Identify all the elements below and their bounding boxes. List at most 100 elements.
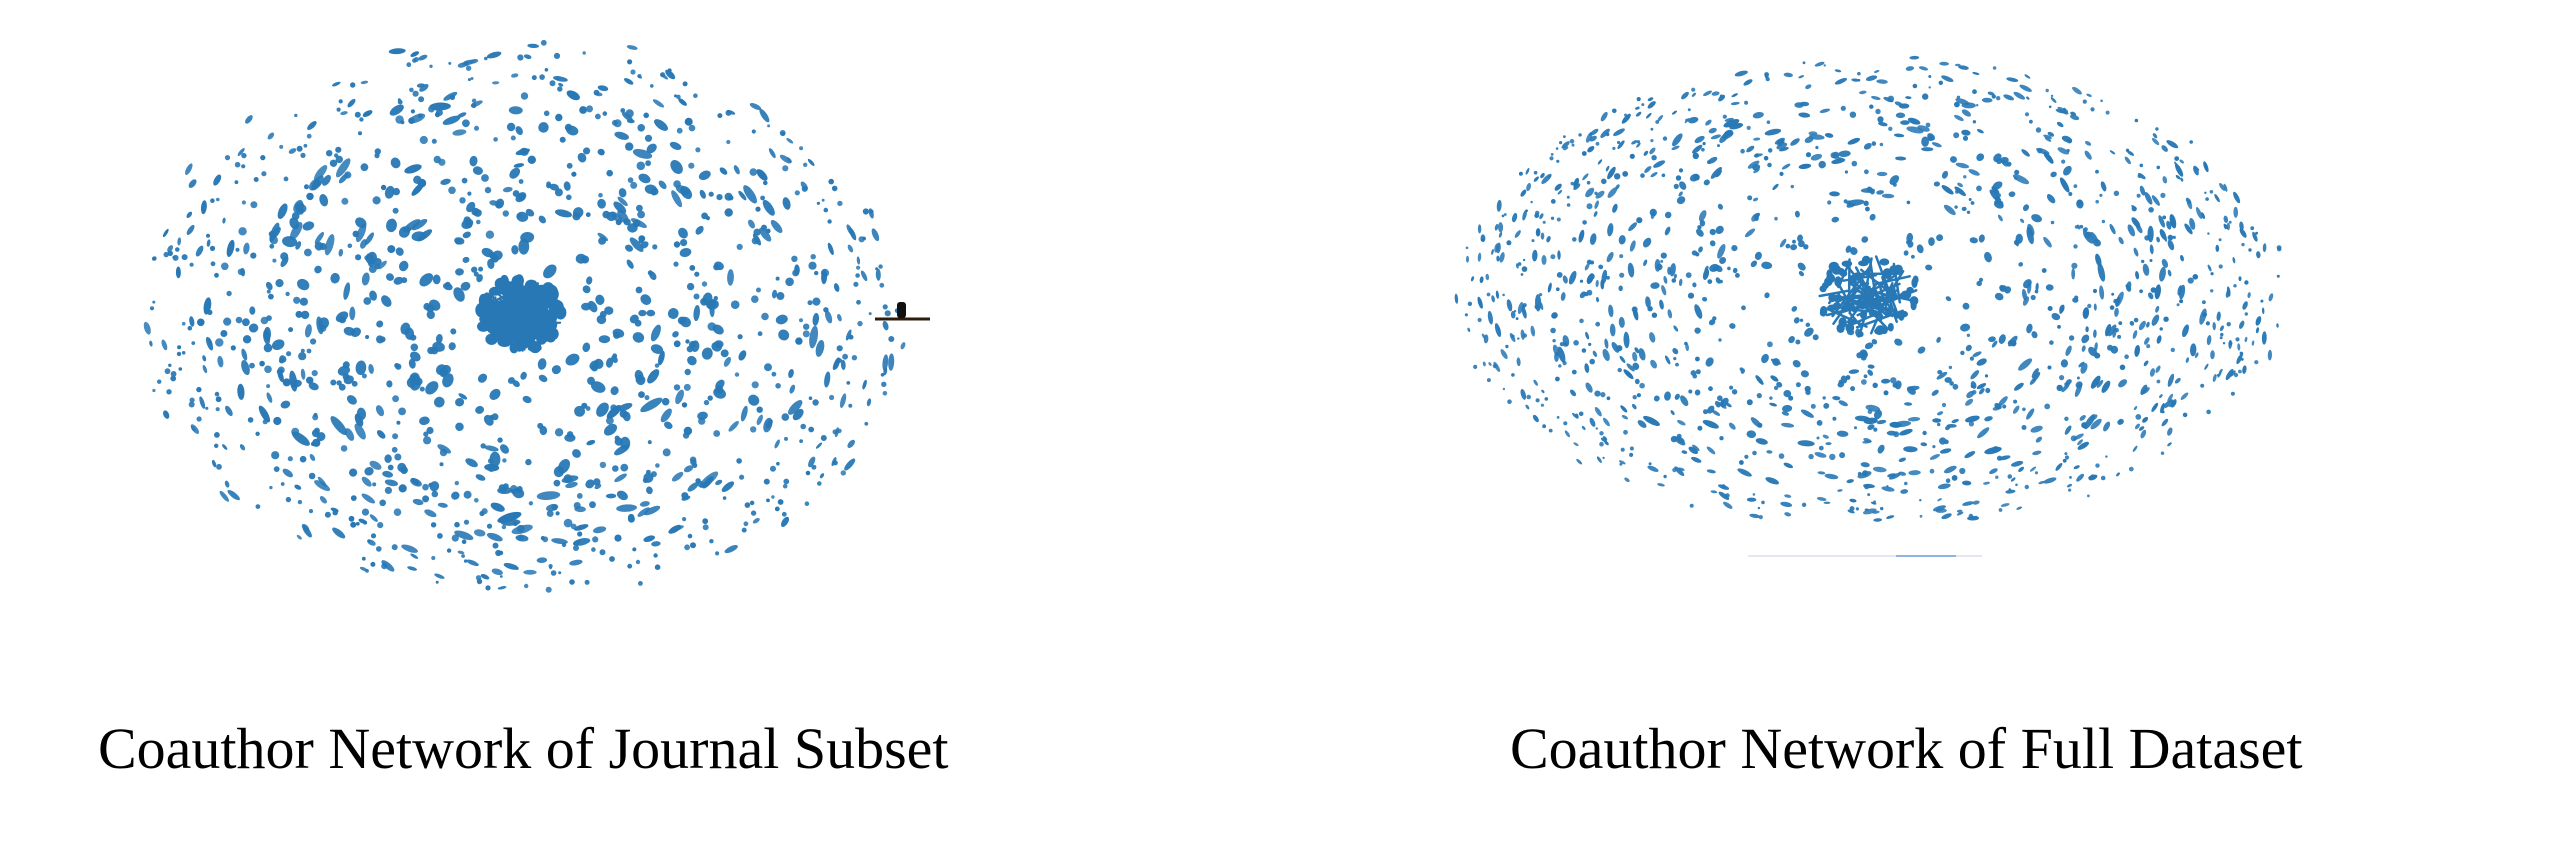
author-node xyxy=(1717,395,1723,402)
author-node xyxy=(410,343,419,352)
author-node xyxy=(848,334,854,340)
author-node xyxy=(291,431,310,446)
author-node xyxy=(2064,455,2070,460)
author-node xyxy=(683,465,694,473)
author-node xyxy=(527,43,540,49)
author-node xyxy=(817,481,822,486)
author-node xyxy=(1651,155,1657,161)
author-node xyxy=(788,368,794,379)
author-node xyxy=(647,440,652,445)
author-node xyxy=(2139,289,2143,294)
coauthor-edge xyxy=(1838,293,1868,300)
author-node xyxy=(687,482,699,492)
author-node xyxy=(771,289,778,299)
author-node xyxy=(1773,385,1779,391)
author-node xyxy=(2166,140,2179,149)
author-node xyxy=(1875,108,1881,115)
author-node xyxy=(1941,513,1952,520)
author-node xyxy=(2109,150,2116,155)
author-node xyxy=(1678,168,1684,173)
author-node xyxy=(706,299,717,309)
author-node xyxy=(294,113,298,118)
author-node xyxy=(367,539,376,546)
author-node xyxy=(2082,99,2087,104)
author-node xyxy=(2167,393,2174,403)
author-node xyxy=(1877,116,1884,123)
author-node xyxy=(330,416,348,436)
author-node xyxy=(511,245,519,255)
author-node xyxy=(1754,251,1762,261)
author-node xyxy=(590,364,599,372)
author-node xyxy=(2099,285,2105,300)
core-author-node xyxy=(489,286,502,296)
author-node xyxy=(551,538,568,545)
author-node xyxy=(598,335,611,344)
author-node xyxy=(1847,137,1860,145)
author-node xyxy=(673,261,679,267)
author-node xyxy=(306,376,314,384)
core-author-node xyxy=(1898,311,1905,321)
author-node xyxy=(756,414,763,426)
author-node xyxy=(1864,169,1869,175)
author-node xyxy=(2030,425,2043,433)
author-node xyxy=(186,211,193,218)
author-node xyxy=(1544,397,1549,401)
author-node xyxy=(1694,327,1701,334)
author-node xyxy=(1684,117,1690,124)
author-node xyxy=(537,422,544,429)
author-node xyxy=(643,535,655,543)
author-node xyxy=(2189,218,2196,230)
author-node xyxy=(1824,473,1839,480)
author-node xyxy=(442,115,461,126)
author-node xyxy=(408,113,426,124)
author-node xyxy=(1582,220,1587,225)
author-node xyxy=(316,432,326,442)
author-node xyxy=(1500,349,1508,360)
author-node xyxy=(2105,110,2110,115)
author-node xyxy=(1699,219,1706,227)
author-node xyxy=(900,342,906,350)
author-node xyxy=(1929,468,1935,474)
author-node xyxy=(1863,200,1869,206)
author-node xyxy=(484,56,488,61)
author-node xyxy=(1954,114,1964,122)
author-node xyxy=(175,247,180,252)
author-node xyxy=(1781,411,1790,416)
author-node xyxy=(2066,483,2073,488)
author-node xyxy=(606,357,614,368)
author-node xyxy=(387,464,394,471)
author-node xyxy=(750,510,757,516)
author-node xyxy=(1502,293,1505,297)
author-node xyxy=(2185,357,2190,363)
author-node xyxy=(1548,428,1553,433)
author-node xyxy=(847,244,854,253)
author-node xyxy=(2236,354,2243,365)
author-node xyxy=(1746,125,1751,130)
core-author-node xyxy=(509,280,518,293)
author-node xyxy=(2125,148,2130,152)
author-node xyxy=(1794,210,1800,218)
author-node xyxy=(172,254,179,261)
author-node xyxy=(1740,148,1745,154)
author-node xyxy=(2176,303,2180,307)
author-node xyxy=(1486,378,1491,383)
author-node xyxy=(2043,477,2057,484)
author-node xyxy=(1863,483,1875,489)
author-node xyxy=(2244,336,2248,343)
author-node xyxy=(687,355,697,366)
author-node xyxy=(471,102,477,109)
author-node xyxy=(627,59,633,65)
author-node xyxy=(2055,462,2063,471)
author-node xyxy=(2216,311,2221,322)
author-node xyxy=(525,458,532,466)
author-node xyxy=(1966,210,1971,214)
author-node xyxy=(881,381,887,387)
author-node xyxy=(392,433,399,440)
author-node xyxy=(781,511,787,517)
author-node xyxy=(1927,134,1934,142)
author-node xyxy=(1903,250,1909,256)
author-node xyxy=(1764,72,1769,77)
author-node xyxy=(860,270,868,282)
author-node xyxy=(643,472,654,483)
author-node xyxy=(812,312,820,326)
